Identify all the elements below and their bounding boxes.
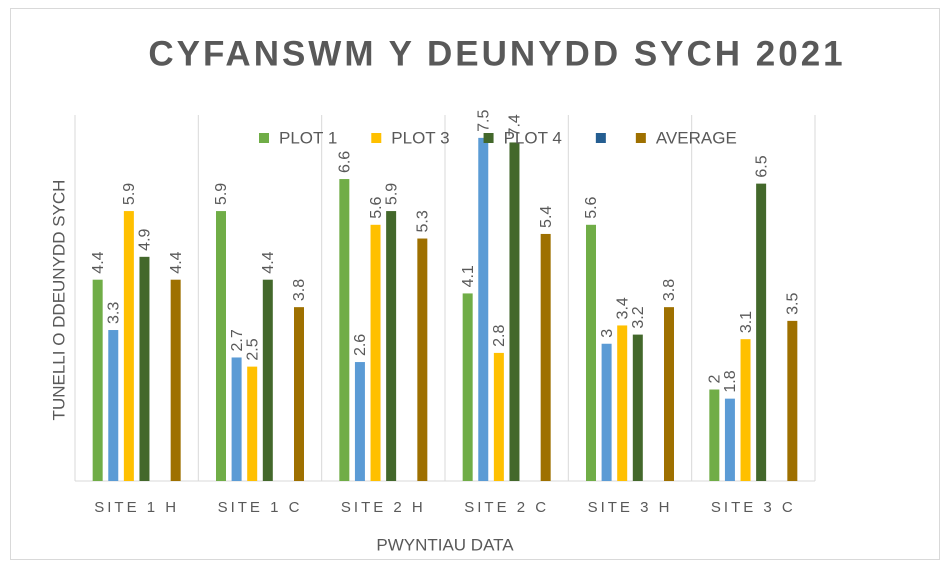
legend-swatch [483, 133, 494, 143]
bar [294, 307, 304, 481]
data-label: 6.6 [337, 151, 354, 173]
legend-label: PLOT 3 [391, 128, 449, 147]
bar [247, 366, 258, 481]
bar [139, 256, 150, 481]
legend-swatch [371, 133, 382, 143]
bar [354, 362, 365, 481]
data-label: 3.1 [738, 311, 755, 333]
bar [787, 320, 798, 481]
x-tick-label: SITE 2 C [464, 499, 549, 516]
bar [540, 233, 551, 481]
bar [231, 357, 242, 481]
data-label: 5.6 [583, 196, 600, 218]
bar [417, 238, 428, 481]
bar [339, 179, 350, 482]
bar [740, 339, 751, 481]
bar [493, 352, 504, 481]
bar [756, 183, 767, 481]
chart-title: CYFANSWM Y DEUNYDD SYCH 2021 [148, 34, 845, 73]
data-label: 7.4 [507, 114, 524, 136]
bar [216, 211, 226, 481]
legend-swatch [595, 133, 606, 143]
x-axis-label: PWYNTIAU DATA [376, 535, 514, 554]
bar [664, 307, 674, 481]
chart-border [10, 8, 940, 560]
bar [586, 224, 596, 482]
bar [478, 137, 489, 481]
x-tick-label: SITE 3 H [588, 499, 673, 516]
data-label: 5.9 [383, 183, 400, 205]
data-label: 3.8 [661, 279, 678, 301]
data-label: 6.5 [753, 155, 770, 177]
data-label: 5.9 [213, 183, 230, 205]
bar [386, 211, 397, 481]
data-label: 3.2 [630, 306, 647, 328]
data-label: 5.3 [415, 210, 432, 232]
bar [92, 279, 103, 481]
bar [509, 142, 520, 481]
data-label: 4.4 [168, 251, 185, 273]
legend-label: PLOT 4 [504, 128, 562, 147]
data-label: 5.9 [121, 183, 138, 205]
data-label: 4.1 [460, 265, 477, 287]
bar [617, 325, 628, 481]
data-label: 4.4 [260, 251, 277, 273]
legend-label: PLOT 1 [279, 128, 337, 147]
data-label: 4.4 [90, 251, 107, 273]
bar [709, 389, 720, 481]
bar [370, 224, 381, 482]
legend-swatch [635, 133, 646, 143]
bar [170, 279, 181, 481]
data-label: 3.4 [614, 297, 631, 319]
x-tick-label: SITE 1 C [218, 499, 303, 516]
legend-label: AVERAGE [656, 128, 737, 147]
x-tick-label: SITE 3 C [711, 499, 796, 516]
bar [601, 343, 612, 481]
data-label: 2.8 [491, 325, 508, 347]
x-tick-label: SITE 1 H [94, 499, 179, 516]
x-tick-label: SITE 2 H [341, 499, 426, 516]
data-label: 5.6 [368, 196, 385, 218]
data-label: 3.3 [105, 302, 122, 324]
bar [108, 330, 119, 481]
data-label: 7.5 [475, 110, 492, 132]
y-axis-label: TUNELLI O DDEUNYDD SYCH [49, 180, 68, 421]
data-label: 3.5 [785, 293, 802, 315]
data-label: 1.8 [722, 370, 739, 392]
bar [462, 293, 473, 481]
bar [724, 398, 735, 481]
legend-swatch [259, 133, 269, 143]
data-label: 2.5 [244, 338, 261, 360]
data-label: 3.8 [291, 279, 308, 301]
data-label: 3 [599, 329, 616, 338]
bar [123, 211, 134, 481]
data-label: 2.6 [352, 334, 369, 356]
data-label: 2 [707, 375, 724, 384]
bar [632, 334, 643, 481]
data-label: 2.7 [229, 329, 246, 351]
bar [262, 279, 273, 481]
data-label: 5.4 [538, 206, 555, 228]
data-label: 4.9 [137, 228, 154, 250]
